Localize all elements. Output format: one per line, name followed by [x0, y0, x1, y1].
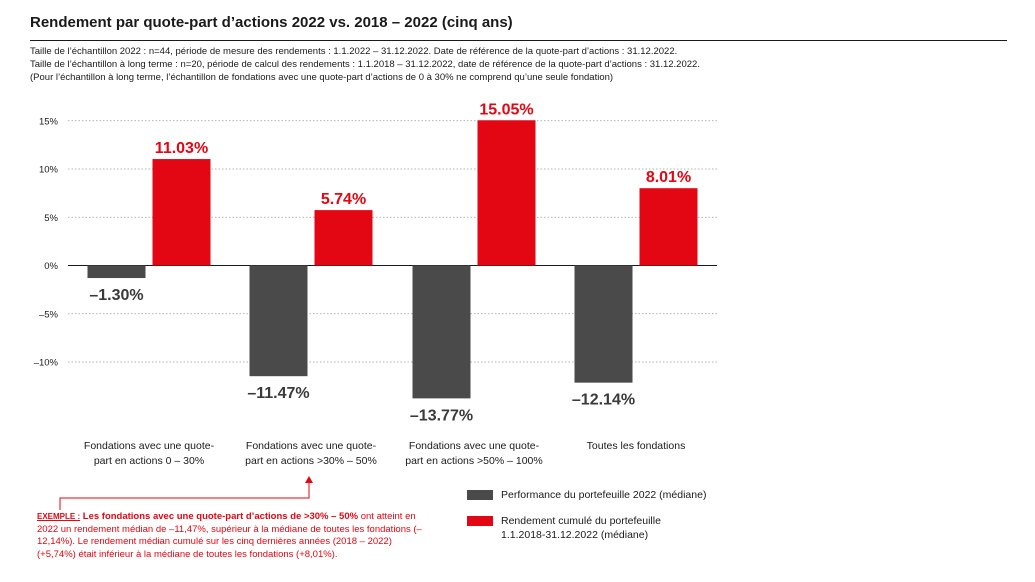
example-text: ont atteint en 2022 un rendement médian … [37, 511, 422, 560]
legend-swatch-rendement-cumule [467, 516, 493, 526]
example-connector-arrow [305, 476, 313, 483]
title-rule [30, 40, 1007, 41]
x-category-label: Toutes les fondations [587, 440, 686, 452]
example-callout: EXEMPLE : Les fondations avec une quote-… [37, 511, 427, 561]
data-label: –11.47% [247, 385, 309, 402]
chart-title: Rendement par quote-part d’actions 2022 … [30, 14, 513, 31]
bar-rendement-cumule [639, 188, 698, 266]
x-category-label: Fondations avec une quote- [246, 440, 377, 452]
data-label: 11.03% [155, 140, 208, 157]
legend-label-line-2: 1.1.2018-31.12.2022 (médiane) [501, 529, 649, 541]
x-category-label: Fondations avec une quote- [84, 440, 215, 452]
data-label: –12.14% [572, 392, 635, 409]
data-label: –13.77% [410, 407, 473, 424]
y-tick-label: 15% [39, 116, 59, 127]
x-category-label: part en actions 0 – 30% [94, 455, 204, 467]
note-line-1: Taille de l’échantillon 2022 : n=44, pér… [30, 46, 678, 57]
legend-item-performance-2022: Performance du portefeuille 2022 (médian… [467, 488, 706, 502]
data-label: 5.74% [321, 191, 366, 208]
y-tick-label: 0% [44, 261, 58, 272]
x-category-label: part en actions >50% – 100% [405, 455, 542, 467]
bar-rendement-cumule [477, 120, 536, 266]
legend-label-performance-2022: Performance du portefeuille 2022 (médian… [501, 489, 707, 501]
legend-swatch-performance-2022 [467, 490, 493, 500]
note-line-3: (Pour l’échantillon à long terme, l’écha… [30, 72, 614, 83]
note-line-2: Taille de l’échantillon à long terme : n… [30, 59, 700, 70]
y-tick-label: –5% [39, 309, 59, 320]
data-label: 8.01% [646, 169, 691, 186]
data-label: 15.05% [479, 101, 533, 118]
y-tick-label: 5% [44, 213, 58, 224]
chart-notes: Taille de l’échantillon 2022 : n=44, pér… [30, 45, 700, 84]
legend-label-rendement-cumule: Rendement cumulé du portefeuille 1.1.201… [501, 514, 661, 542]
bar-performance-2022 [412, 265, 471, 399]
y-tick-label: –10% [34, 358, 59, 369]
data-label: –1.30% [89, 287, 143, 304]
y-tick-label: 10% [39, 165, 59, 176]
example-lead: Les fondations avec une quote-part d’act… [82, 511, 359, 522]
bar-rendement-cumule [152, 159, 211, 266]
legend-item-rendement-cumule: Rendement cumulé du portefeuille 1.1.201… [467, 514, 706, 542]
example-connector-line [59, 479, 310, 510]
bar-performance-2022 [249, 265, 308, 377]
bar-performance-2022 [574, 265, 633, 383]
example-tag: EXEMPLE : [37, 512, 81, 521]
x-category-label: part en actions >30% – 50% [245, 455, 377, 467]
legend: Performance du portefeuille 2022 (médian… [467, 488, 706, 554]
bar-performance-2022 [87, 265, 146, 279]
legend-label-line-1: Rendement cumulé du portefeuille [501, 515, 661, 527]
bar-rendement-cumule [314, 210, 373, 266]
x-category-label: Fondations avec une quote- [409, 440, 540, 452]
